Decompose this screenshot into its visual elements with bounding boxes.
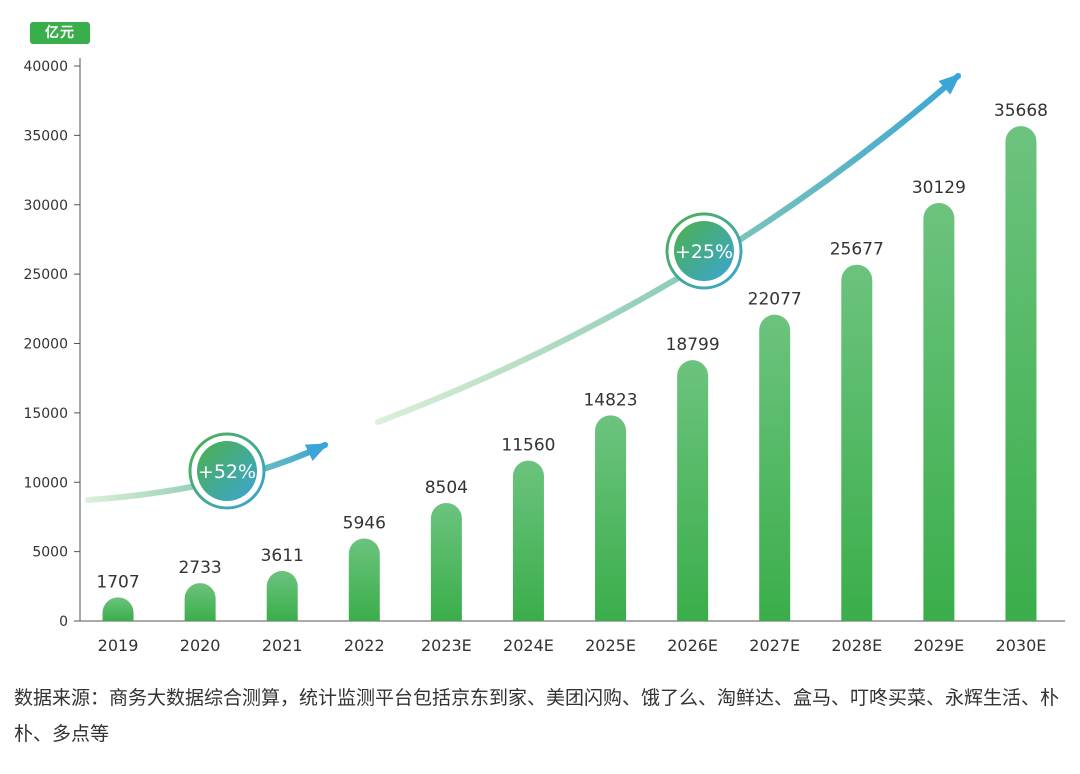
growth-badge-1: +52% [188,432,266,510]
y-tick-label: 20000 [23,337,68,353]
x-tick-label-2030E: 2030E [996,636,1047,655]
growth-badge-2-label: +25% [675,241,733,263]
growth-arrow-1-head [304,443,329,461]
value-label-2030E: 35668 [994,101,1048,121]
bar-2021 [266,570,298,621]
y-tick-label: 10000 [23,475,68,491]
growth-arrows: +52% +25% [85,73,962,510]
x-tick-label-2020: 2020 [180,636,221,655]
labels: 1707 2019 2733 2020 3611 2021 5946 2022 8504 2023… [96,101,1048,655]
axes: 0 5000 10000 15000 20000 25000 30000 35000 40000 [23,58,1065,630]
bar-2025E [595,415,627,621]
x-tick-label-2019: 2019 [98,636,139,655]
y-tick-label: 30000 [23,198,68,214]
bar-chart: 0 5000 10000 15000 20000 25000 30000 35000 40000… [23,58,1065,655]
y-tick-label: 0 [59,614,68,630]
bars [102,126,1037,621]
bar-2029E [923,202,955,621]
value-label-2019: 1707 [96,572,139,592]
bar-2023E [430,503,462,621]
source-note: 数据来源：商务大数据综合测算，统计监测平台包括京东到家、美团闪购、饿了么、淘鲜达… [14,687,1060,745]
x-tick-label-2026E: 2026E [667,636,718,655]
growth-badge-2: +25% [665,212,743,290]
value-label-2023E: 8504 [425,478,468,498]
bar-2024E [512,460,544,621]
bar-2020 [184,583,216,621]
x-tick-label-2028E: 2028E [831,636,882,655]
value-label-2026E: 18799 [666,335,720,355]
value-label-2029E: 30129 [912,178,966,198]
value-label-2027E: 22077 [748,290,802,310]
growth-badge-2-disc [674,221,734,281]
y-tick-label: 15000 [23,406,68,422]
x-tick-label-2022: 2022 [344,636,385,655]
y-tick-label: 5000 [32,545,68,561]
y-tick-label: 40000 [23,59,68,75]
value-label-2022: 5946 [343,513,386,533]
unit-label: 亿元 [30,22,90,44]
x-tick-label-2023E: 2023E [421,636,472,655]
value-label-2028E: 25677 [830,240,884,260]
x-tick-label-2024E: 2024E [503,636,554,655]
value-label-2020: 2733 [178,558,221,578]
bar-2019 [102,597,134,621]
x-tick-label-2027E: 2027E [749,636,800,655]
growth-arrow-2-head [938,73,962,95]
value-label-2021: 3611 [261,546,304,566]
bar-2028E [841,264,873,621]
growth-badge-1-label: +52% [198,461,256,483]
bar-2022 [348,538,380,621]
value-label-2025E: 14823 [583,390,637,410]
y-tick-label: 35000 [23,128,68,144]
value-label-2024E: 11560 [501,436,555,456]
x-tick-label-2025E: 2025E [585,636,636,655]
y-tick-label: 25000 [23,267,68,283]
bar-2030E [1005,126,1037,621]
x-tick-label-2029E: 2029E [913,636,964,655]
x-tick-label-2021: 2021 [262,636,303,655]
bar-2026E [677,360,709,621]
growth-badge-1-disc [197,441,257,501]
bar-2027E [759,314,791,621]
